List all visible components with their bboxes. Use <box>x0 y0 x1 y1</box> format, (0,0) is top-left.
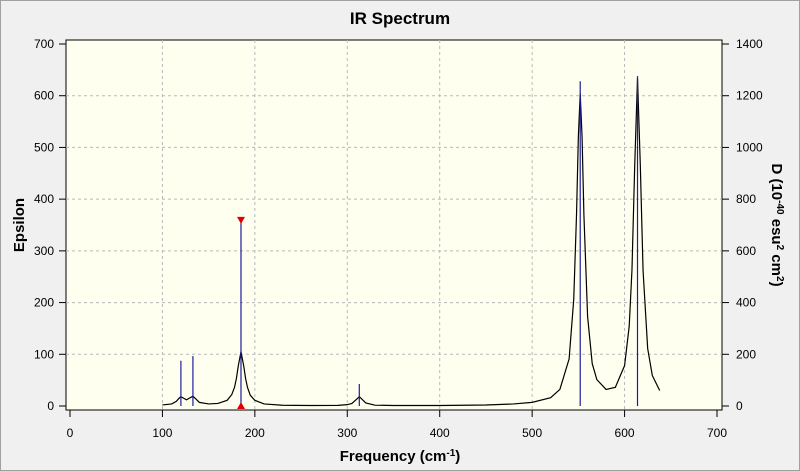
x-tick-label: 600 <box>615 426 635 440</box>
selected-marker <box>236 216 245 224</box>
y2-tick-label: 800 <box>736 192 756 206</box>
y2-tick-label: 0 <box>736 399 743 413</box>
label-text: esu <box>768 215 785 245</box>
label-superscript: 2 <box>775 245 786 251</box>
plot-area <box>65 39 723 411</box>
x-tick-label: 200 <box>245 426 265 440</box>
y2-tick-label: 400 <box>736 296 756 310</box>
y-tick-label: 500 <box>34 140 54 154</box>
y2-axis-label: D (10-40 esu2 cm2) <box>768 163 786 286</box>
label-superscript: -40 <box>775 200 786 215</box>
y2-tick-label: 1400 <box>736 37 763 51</box>
y2-tick-label: 1200 <box>736 89 763 103</box>
y-axis-label: Epsilon <box>11 198 28 252</box>
y-tick-label: 100 <box>34 347 54 361</box>
y-tick-label: 600 <box>34 89 54 103</box>
x-tick-label: 400 <box>430 426 450 440</box>
label-text: ) <box>768 282 785 287</box>
y-tick-label: 0 <box>47 399 54 413</box>
label-text: cm <box>768 250 785 276</box>
y2-tick-label: 1000 <box>736 140 763 154</box>
y-tick-label: 200 <box>34 296 54 310</box>
x-tick-label: 100 <box>152 426 172 440</box>
x-axis-label: Frequency (cm-1) <box>340 448 461 466</box>
y2-tick-label: 600 <box>736 244 756 258</box>
spectrum-line <box>162 78 661 407</box>
x-tick-label: 300 <box>337 426 357 440</box>
y2-tick-label: 200 <box>736 347 756 361</box>
label-text: Frequency (cm <box>340 448 447 465</box>
y-tick-label: 400 <box>34 192 54 206</box>
label-text: D (10 <box>768 163 785 200</box>
label-superscript: 2 <box>775 276 786 282</box>
label-text: ) <box>455 448 460 465</box>
x-tick-label: 0 <box>67 426 74 440</box>
x-tick-label: 700 <box>707 426 727 440</box>
x-tick-label: 500 <box>522 426 542 440</box>
chart-title: IR Spectrum <box>350 9 450 28</box>
selected-marker <box>236 402 245 409</box>
label-superscript: -1 <box>446 448 455 459</box>
y-tick-label: 700 <box>34 37 54 51</box>
y-tick-label: 300 <box>34 244 54 258</box>
